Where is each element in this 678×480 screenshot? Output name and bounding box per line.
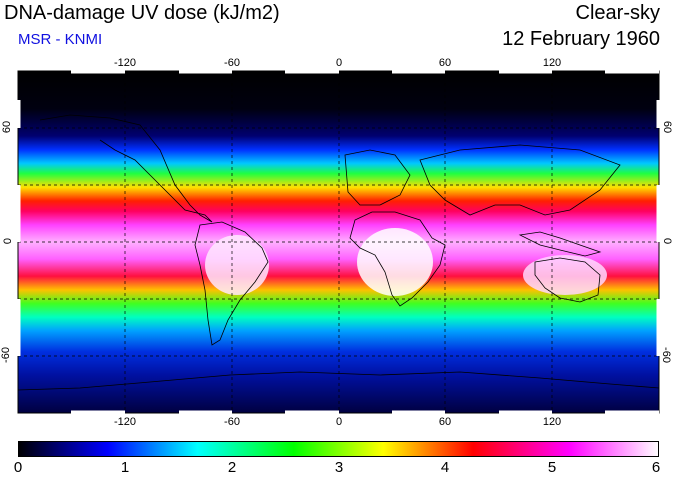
lon-tick-bottom: 60 xyxy=(438,416,452,428)
lat-tick-right: -60 xyxy=(659,347,672,363)
sky-condition-label: Clear-sky xyxy=(575,2,660,24)
antarctica-coast xyxy=(18,371,659,391)
map-title: DNA-damage UV dose (kJ/m2) xyxy=(4,2,280,24)
colorbar-label: 2 xyxy=(227,459,237,476)
lat-tick-left: -60 xyxy=(0,347,12,363)
lon-tick-top: 120 xyxy=(542,57,562,69)
south-america-high-dose xyxy=(205,235,269,295)
lat-tick-left: 60 xyxy=(1,120,14,134)
europe-coast xyxy=(344,149,411,206)
lon-tick-bottom: -120 xyxy=(113,416,137,428)
lat-tick-right: 60 xyxy=(661,120,674,134)
lat-tick-left: 0 xyxy=(2,237,15,245)
colorbar-label: 5 xyxy=(547,459,557,476)
colorbar xyxy=(18,441,659,457)
lon-tick-top: 0 xyxy=(335,57,343,69)
gridlines xyxy=(18,71,659,413)
lon-tick-top: -120 xyxy=(113,57,137,69)
source-label: MSR - KNMI xyxy=(18,31,103,48)
asia-coast xyxy=(419,144,621,216)
indonesia-coast xyxy=(518,231,602,257)
lon-tick-bottom: 0 xyxy=(335,416,343,428)
colorbar-label: 1 xyxy=(120,459,130,476)
frame-ticks xyxy=(17,70,660,414)
africa-coast xyxy=(349,211,446,307)
colorbar-label: 4 xyxy=(440,459,450,476)
colorbar-label: 3 xyxy=(334,459,344,476)
lon-tick-bottom: 120 xyxy=(542,416,562,428)
lon-tick-bottom: -60 xyxy=(224,416,240,428)
colorbar-label: 6 xyxy=(651,459,661,476)
colorbar-frame xyxy=(18,441,659,457)
lon-tick-top: -60 xyxy=(224,57,240,69)
lat-tick-right: 0 xyxy=(661,237,674,245)
australia-high-dose xyxy=(523,255,607,295)
colorbar-label: 0 xyxy=(13,459,23,476)
lon-tick-top: 60 xyxy=(438,57,452,69)
australia-coast xyxy=(534,257,601,303)
colorbar-gradient xyxy=(18,441,659,457)
date-label: 12 February 1960 xyxy=(502,28,660,50)
south-america-coast xyxy=(194,221,269,346)
africa-high-dose xyxy=(357,228,433,296)
